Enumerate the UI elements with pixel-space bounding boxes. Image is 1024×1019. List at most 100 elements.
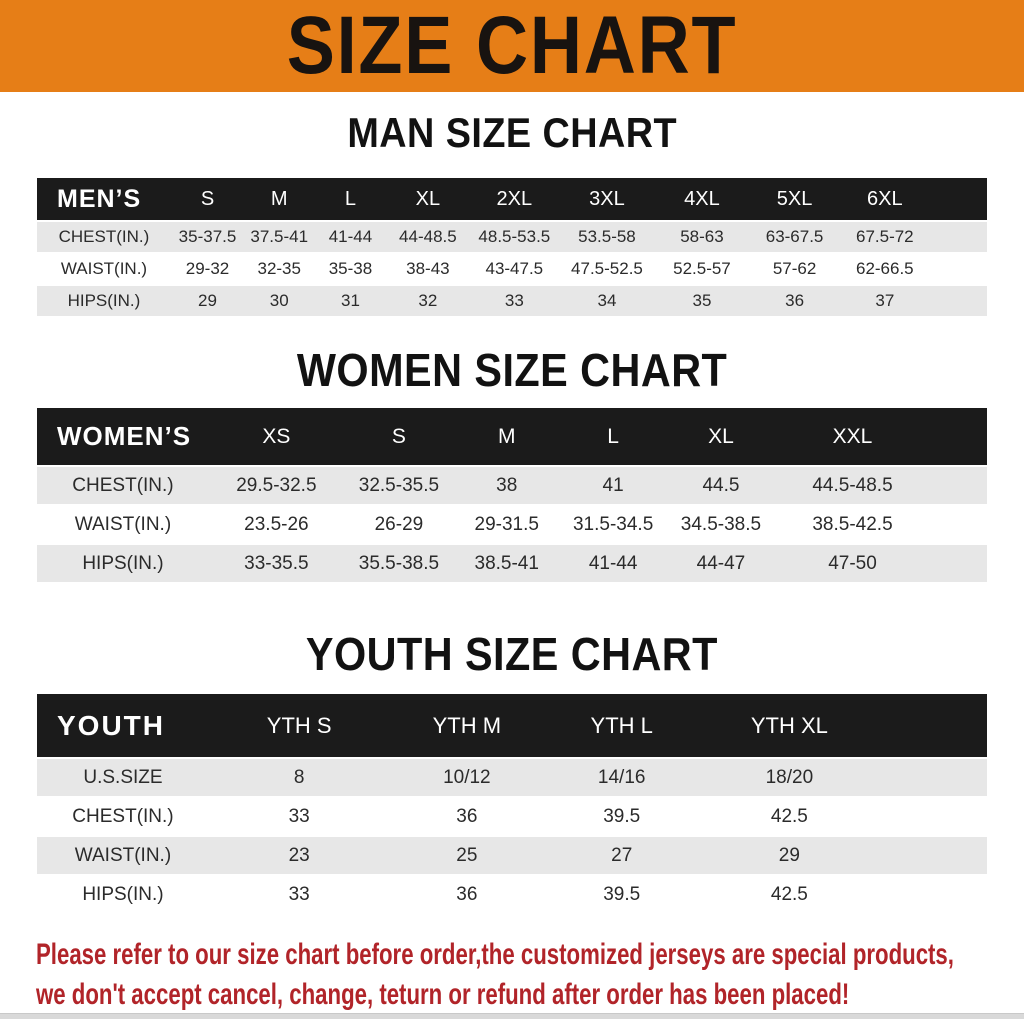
youth-section-heading: YOUTH SIZE CHART [0, 628, 1024, 680]
spacer-cell [929, 178, 987, 222]
size-header-cell: S [170, 178, 245, 222]
size-value-cell: 34.5-38.5 [666, 506, 776, 545]
size-header-cell: XL [386, 178, 470, 222]
youth-section-heading-text: YOUTH SIZE CHART [305, 628, 719, 680]
spacer-cell [929, 408, 987, 467]
size-value-cell: 32.5-35.5 [343, 467, 455, 506]
womens-header-row: WOMEN’S XS S M L XL XXL [37, 408, 987, 467]
spacer-cell [929, 286, 987, 318]
size-header-cell: 5XL [749, 178, 840, 222]
size-value-cell: 63-67.5 [749, 222, 840, 254]
youth-ussize-row: U.S.SIZE 8 10/12 14/16 18/20 [37, 759, 987, 798]
size-value-cell: 67.5-72 [839, 222, 930, 254]
man-section-heading: MAN SIZE CHART [0, 108, 1024, 158]
size-value-cell: 34 [559, 286, 655, 318]
size-value-cell: 33 [208, 798, 390, 837]
size-value-cell: 44-47 [666, 545, 776, 584]
row-label-cell: HIPS(IN.) [37, 876, 209, 915]
womens-size-table: WOMEN’S XS S M L XL XXL CHEST(IN.) 29.5-… [37, 408, 987, 584]
mens-waist-row: WAIST(IN.) 29-32 32-35 35-38 38-43 43-47… [37, 254, 987, 286]
youth-waist-row: WAIST(IN.) 23 25 27 29 [37, 837, 987, 876]
size-value-cell: 35-37.5 [170, 222, 245, 254]
youth-group-label: YOUTH [37, 694, 209, 759]
size-header-cell: XS [208, 408, 344, 467]
disclaimer: Please refer to our size chart before or… [0, 935, 1024, 1015]
disclaimer-line-2: we don't accept cancel, change, teturn o… [36, 978, 850, 1011]
row-label-cell: HIPS(IN.) [37, 545, 209, 584]
size-header-cell: L [559, 408, 667, 467]
size-value-cell: 58-63 [654, 222, 750, 254]
size-value-cell: 44.5 [666, 467, 776, 506]
size-value-cell: 53.5-58 [559, 222, 655, 254]
size-value-cell: 33 [208, 876, 390, 915]
size-value-cell: 31.5-34.5 [559, 506, 667, 545]
size-value-cell: 32 [386, 286, 470, 318]
banner-title: SIZE CHART [286, 0, 738, 91]
size-value-cell: 31 [314, 286, 387, 318]
spacer-cell [879, 837, 987, 876]
size-value-cell: 44-48.5 [386, 222, 470, 254]
spacer-cell [929, 254, 987, 286]
mens-header-row: MEN’S S M L XL 2XL 3XL 4XL 5XL 6XL [37, 178, 987, 222]
womens-waist-row: WAIST(IN.) 23.5-26 26-29 29-31.5 31.5-34… [37, 506, 987, 545]
size-header-cell: M [454, 408, 560, 467]
size-value-cell: 26-29 [343, 506, 455, 545]
womens-group-label: WOMEN’S [37, 408, 209, 467]
row-label-cell: CHEST(IN.) [37, 798, 209, 837]
size-header-cell: L [314, 178, 387, 222]
size-value-cell: 27 [544, 837, 700, 876]
size-value-cell: 36 [749, 286, 840, 318]
size-header-cell: S [343, 408, 455, 467]
size-header-cell: XL [666, 408, 776, 467]
size-header-cell: M [244, 178, 315, 222]
size-value-cell: 33-35.5 [208, 545, 344, 584]
spacer-cell [929, 545, 987, 584]
size-value-cell: 18/20 [699, 759, 880, 798]
size-value-cell: 44.5-48.5 [775, 467, 930, 506]
row-label-cell: CHEST(IN.) [37, 222, 171, 254]
mens-chest-row: CHEST(IN.) 35-37.5 37.5-41 41-44 44-48.5… [37, 222, 987, 254]
size-value-cell: 52.5-57 [654, 254, 750, 286]
spacer-cell [929, 222, 987, 254]
size-value-cell: 42.5 [699, 876, 880, 915]
row-label-cell: WAIST(IN.) [37, 506, 209, 545]
size-header-cell: YTH M [389, 694, 545, 759]
size-value-cell: 39.5 [544, 876, 700, 915]
size-value-cell: 29 [699, 837, 880, 876]
size-value-cell: 32-35 [244, 254, 315, 286]
row-label-cell: HIPS(IN.) [37, 286, 171, 318]
size-value-cell: 38.5-41 [454, 545, 560, 584]
spacer-cell [929, 467, 987, 506]
size-value-cell: 14/16 [544, 759, 700, 798]
size-value-cell: 8 [208, 759, 390, 798]
size-header-cell: 4XL [654, 178, 750, 222]
size-value-cell: 41-44 [314, 222, 387, 254]
size-value-cell: 41 [559, 467, 667, 506]
spacer-cell [879, 876, 987, 915]
size-value-cell: 48.5-53.5 [469, 222, 560, 254]
youth-header-row: YOUTH YTH S YTH M YTH L YTH XL [37, 694, 987, 759]
size-value-cell: 33 [469, 286, 560, 318]
row-label-cell: U.S.SIZE [37, 759, 209, 798]
size-value-cell: 38 [454, 467, 560, 506]
size-value-cell: 35.5-38.5 [343, 545, 455, 584]
size-value-cell: 36 [389, 798, 545, 837]
size-value-cell: 38-43 [386, 254, 470, 286]
size-header-cell: XXL [775, 408, 930, 467]
size-value-cell: 23 [208, 837, 390, 876]
size-value-cell: 30 [244, 286, 315, 318]
womens-chest-row: CHEST(IN.) 29.5-32.5 32.5-35.5 38 41 44.… [37, 467, 987, 506]
youth-hips-row: HIPS(IN.) 33 36 39.5 42.5 [37, 876, 987, 915]
size-value-cell: 35 [654, 286, 750, 318]
row-label-cell: WAIST(IN.) [37, 837, 209, 876]
size-header-cell: YTH XL [699, 694, 880, 759]
man-section-heading-text: MAN SIZE CHART [347, 109, 677, 156]
youth-chest-row: CHEST(IN.) 33 36 39.5 42.5 [37, 798, 987, 837]
disclaimer-line-1: Please refer to our size chart before or… [36, 938, 954, 971]
size-value-cell: 39.5 [544, 798, 700, 837]
size-header-cell: YTH S [208, 694, 390, 759]
mens-group-label: MEN’S [37, 178, 171, 222]
women-section-heading-text: WOMEN SIZE CHART [296, 344, 728, 396]
size-value-cell: 42.5 [699, 798, 880, 837]
size-value-cell: 29 [170, 286, 245, 318]
